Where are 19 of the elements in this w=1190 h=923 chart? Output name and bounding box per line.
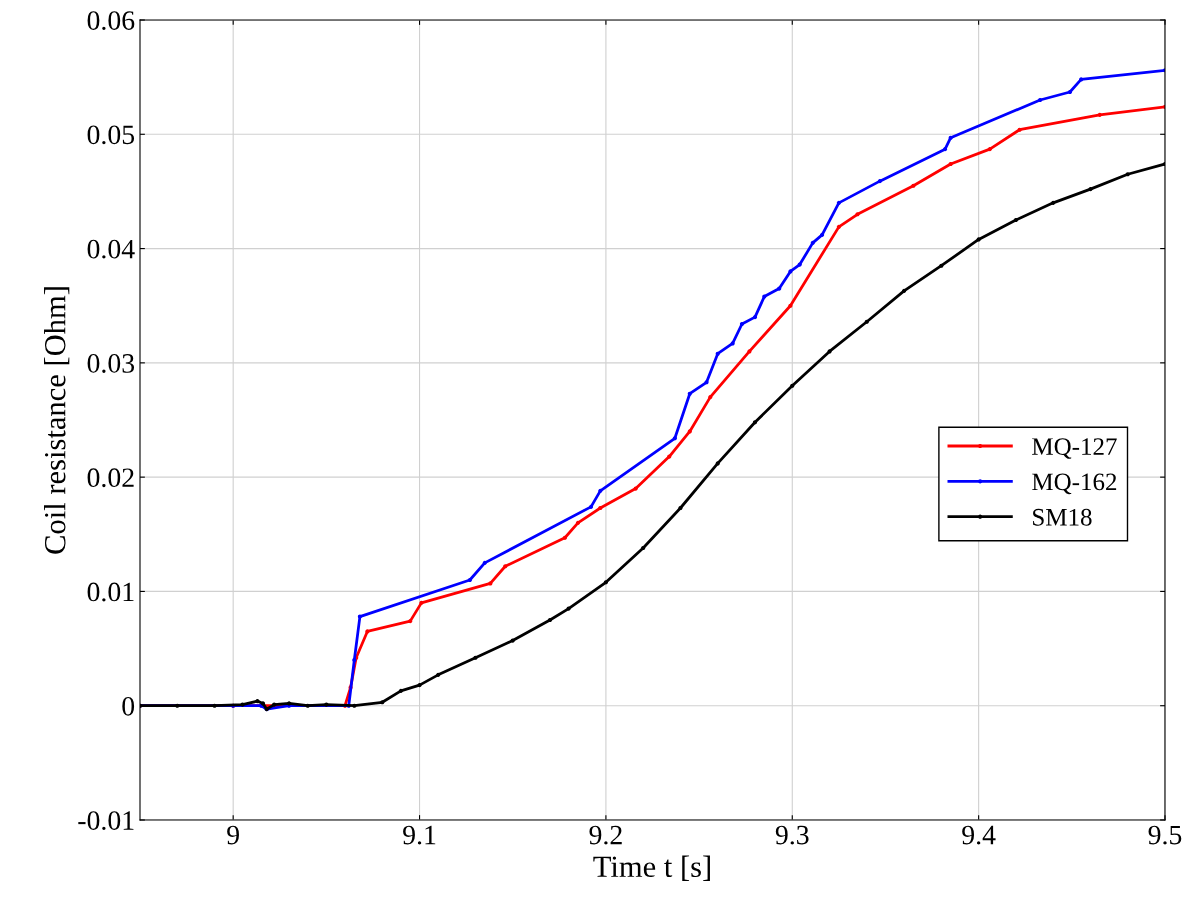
legend-label: SM18 bbox=[1033, 508, 1092, 526]
y-tick-label: 0.04 bbox=[87, 239, 135, 259]
y-tick-label: 0.01 bbox=[87, 582, 134, 602]
x-tick-label: 9.1 bbox=[403, 825, 436, 845]
x-tick-label: 9 bbox=[227, 825, 239, 845]
y-tick-label: 0 bbox=[122, 696, 135, 716]
y-tick-label: 0.03 bbox=[87, 354, 135, 373]
x-tick-label: 9.3 bbox=[775, 825, 809, 845]
y-tick-label: -0.01 bbox=[78, 811, 134, 831]
legend-label: MQ-162 bbox=[1032, 473, 1117, 495]
x-tick-label: 9.2 bbox=[589, 825, 622, 845]
x-axis-title: Time t [s] bbox=[593, 855, 710, 881]
x-tick-label: 9.5 bbox=[1148, 825, 1182, 845]
y-tick-label: 0.05 bbox=[87, 125, 135, 145]
x-tick-label: 9.4 bbox=[962, 825, 996, 845]
y-tick-label: 0.02 bbox=[87, 468, 134, 488]
legend-label: MQ-127 bbox=[1032, 438, 1117, 459]
y-tick-label: 0.06 bbox=[87, 11, 135, 31]
y-axis-title: Coil resistance [Ohm] bbox=[44, 287, 70, 554]
